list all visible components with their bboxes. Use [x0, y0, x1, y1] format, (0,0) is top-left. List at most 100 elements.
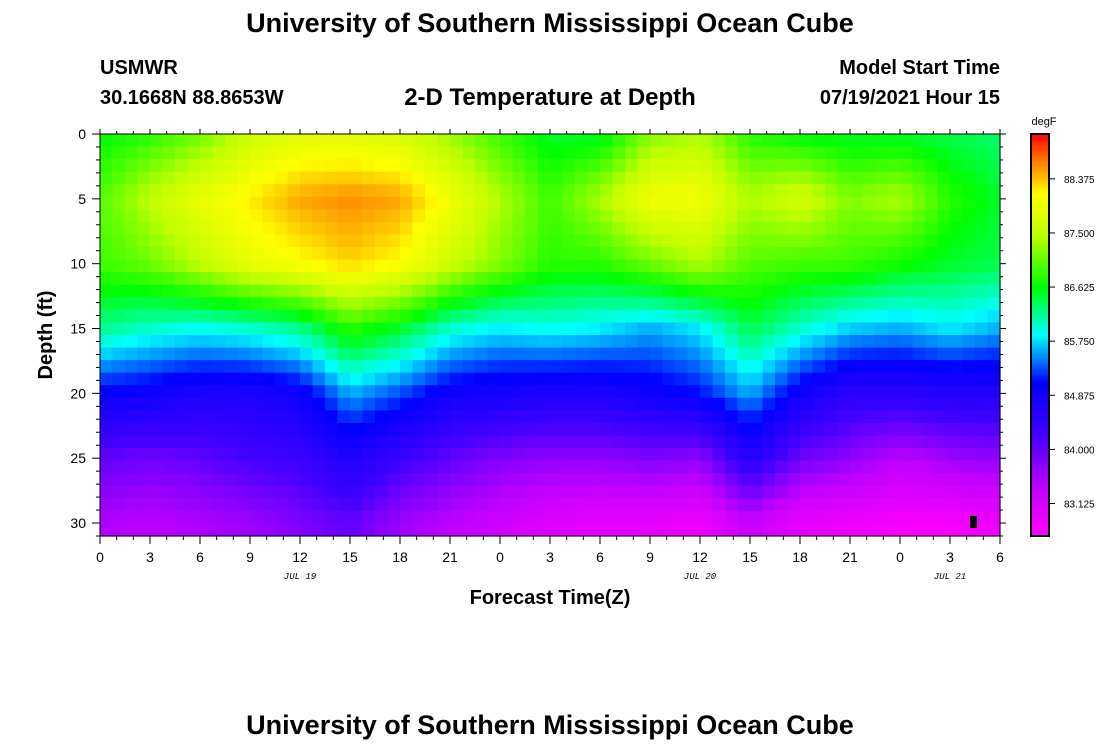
colorbar-label: 87.500 [1064, 229, 1095, 240]
heatmap-cell [187, 473, 201, 487]
heatmap-cell [650, 360, 664, 374]
heatmap-cell [137, 448, 151, 462]
heatmap-cell [462, 460, 476, 474]
heatmap-cell [612, 146, 626, 160]
heatmap-cell [212, 360, 226, 374]
heatmap-cell [262, 171, 276, 185]
heatmap-cell [375, 259, 389, 273]
heatmap-cell [137, 360, 151, 374]
heatmap-cell [825, 209, 839, 223]
heatmap-cell [500, 397, 514, 411]
heatmap-cell [762, 485, 776, 499]
heatmap-cell [262, 372, 276, 386]
heatmap-cell [412, 360, 426, 374]
heatmap-cell [212, 485, 226, 499]
heatmap-cell [925, 473, 939, 487]
heatmap-cell [575, 422, 589, 437]
heatmap-cell [437, 523, 451, 537]
heatmap-cell [700, 259, 714, 273]
heatmap-cell [712, 498, 726, 512]
heatmap-cell [350, 322, 364, 336]
heatmap-cell [962, 448, 976, 462]
heatmap-cell [437, 221, 451, 236]
heatmap-cell [850, 159, 864, 173]
heatmap-cell [837, 448, 851, 462]
heatmap-cell [862, 422, 876, 437]
heatmap-cell [650, 322, 664, 336]
heatmap-cell [912, 473, 926, 487]
heatmap-cell [662, 385, 676, 399]
heatmap-cell [900, 322, 914, 336]
heatmap-cell [750, 485, 764, 499]
heatmap-cell [575, 498, 589, 512]
heatmap-cell [162, 498, 176, 512]
heatmap-cell [750, 209, 764, 223]
heatmap-cell [112, 297, 126, 311]
heatmap-cell [600, 134, 614, 148]
heatmap-cell [275, 347, 289, 361]
heatmap-cell [737, 184, 751, 198]
heatmap-cell [950, 234, 964, 248]
heatmap-cell [725, 523, 739, 537]
heatmap-cell [625, 272, 639, 286]
heatmap-cell [925, 347, 939, 361]
heatmap-cell [950, 297, 964, 311]
heatmap-cell [687, 347, 701, 361]
heatmap-cell [625, 322, 639, 336]
heatmap-cell [900, 335, 914, 349]
heatmap-cell [737, 259, 751, 273]
heatmap-cell [675, 184, 689, 198]
heatmap-cell [650, 448, 664, 462]
heatmap-cell [962, 297, 976, 311]
heatmap-cell [737, 410, 751, 424]
heatmap-cell [812, 498, 826, 512]
heatmap-cell [575, 209, 589, 223]
heatmap-cell [712, 247, 726, 261]
heatmap-cell [112, 448, 126, 462]
heatmap-cell [475, 184, 489, 198]
heatmap-cell [162, 385, 176, 399]
heatmap-cell [700, 510, 714, 525]
heatmap-cell [162, 184, 176, 198]
heatmap-cell [612, 134, 626, 148]
heatmap-cell [475, 422, 489, 437]
heatmap-cell [400, 335, 414, 349]
heatmap-cell [975, 372, 989, 386]
heatmap-cell [937, 134, 951, 148]
heatmap-cell [475, 284, 489, 298]
heatmap-cell [287, 284, 301, 298]
heatmap-cell [175, 448, 189, 462]
heatmap-cell [950, 385, 964, 399]
heatmap-cell [250, 485, 264, 499]
heatmap-cell [587, 422, 601, 437]
heatmap-cell [275, 385, 289, 399]
heatmap-cell [262, 485, 276, 499]
heatmap-cell [837, 422, 851, 437]
heatmap-cell [475, 196, 489, 210]
heatmap-cell [250, 422, 264, 437]
heatmap-cell [687, 372, 701, 386]
heatmap-cell [475, 322, 489, 336]
heatmap-cell [550, 196, 564, 210]
heatmap-cell [112, 510, 126, 525]
heatmap-cell [412, 335, 426, 349]
heatmap-cell [775, 397, 789, 411]
heatmap-cell [500, 259, 514, 273]
heatmap-cell [800, 360, 814, 374]
heatmap-cell [862, 259, 876, 273]
heatmap-cell [762, 410, 776, 424]
heatmap-cell [912, 360, 926, 374]
heatmap-cell [825, 498, 839, 512]
heatmap-cell [187, 234, 201, 248]
heatmap-cell [212, 448, 226, 462]
heatmap-cell [575, 259, 589, 273]
heatmap-cell [750, 146, 764, 160]
heatmap-cell [587, 159, 601, 173]
heatmap-cell [287, 523, 301, 537]
heatmap-cell [612, 196, 626, 210]
heatmap-cell [512, 397, 526, 411]
heatmap-cell [587, 485, 601, 499]
heatmap-cell [337, 284, 351, 298]
heatmap-cell [712, 335, 726, 349]
